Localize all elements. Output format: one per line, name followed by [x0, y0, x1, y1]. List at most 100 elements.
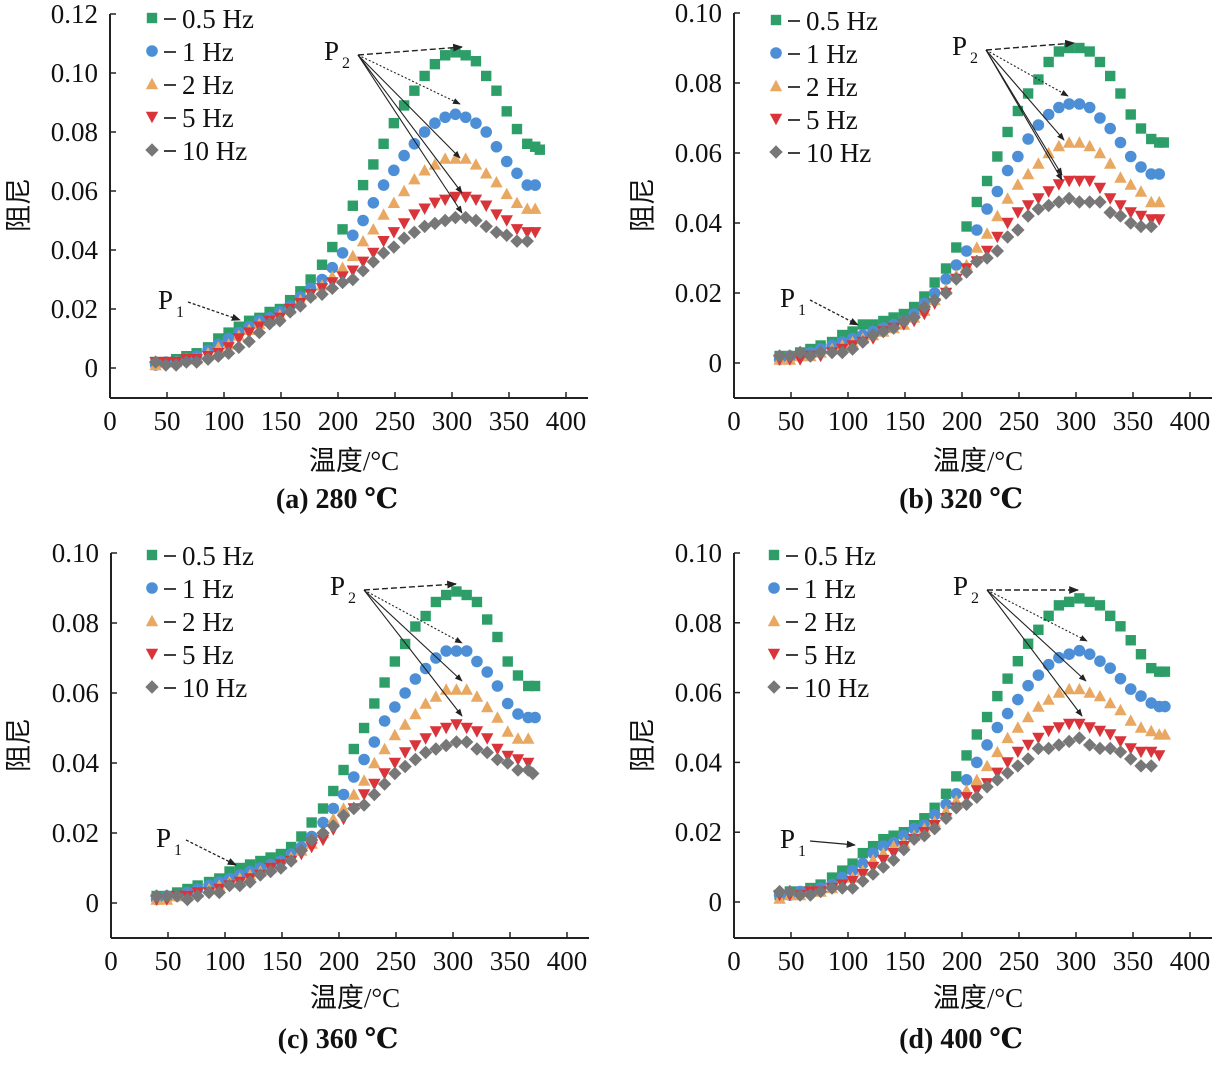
x-tick-label: 150	[885, 946, 926, 976]
data-point	[1145, 195, 1158, 208]
data-point	[1083, 648, 1096, 661]
data-point	[1083, 722, 1096, 734]
data-point	[970, 254, 984, 269]
data-point	[971, 196, 983, 208]
data-point	[939, 811, 953, 825]
data-point	[502, 656, 513, 667]
data-point	[189, 355, 204, 369]
data-point	[490, 209, 503, 221]
x-tick-label: 150	[261, 406, 302, 436]
data-point	[1104, 157, 1117, 169]
data-point	[1134, 721, 1148, 733]
annotation-p2-arrow	[986, 589, 1083, 717]
data-point	[283, 305, 297, 319]
data-point	[315, 287, 329, 301]
data-point	[429, 726, 443, 738]
panel-b: 0 0.02 0.04 0.06 0.08 0.10 0 50 100 150 200 250 300 3…	[628, 0, 1212, 515]
data-point	[367, 787, 382, 802]
data-point	[1063, 596, 1075, 608]
legend-marker	[770, 14, 782, 26]
y-tick-label: 0.10	[675, 0, 722, 28]
data-point	[417, 219, 432, 234]
legend-label: 0.5 Hz	[182, 541, 254, 571]
annotation-p1-arrow	[809, 299, 859, 326]
legend-label: 5 Hz	[182, 103, 234, 133]
data-point	[1053, 651, 1065, 664]
legend-label: 1 Hz	[182, 37, 234, 67]
data-point	[275, 848, 287, 860]
data-point	[1124, 150, 1137, 163]
data-point	[490, 140, 503, 153]
data-point	[898, 829, 910, 842]
series-2Hz	[149, 152, 542, 371]
legend-label: 0.5 Hz	[806, 6, 878, 36]
panel-a: 0 0.02 0.04 0.06 0.08 0.10 0.12 0 50 100 150 200 250…	[4, 0, 588, 515]
data-point	[908, 822, 920, 835]
data-point	[327, 241, 338, 253]
data-point	[1062, 175, 1076, 188]
data-point	[500, 215, 513, 227]
data-point	[460, 50, 471, 61]
data-point	[1001, 731, 1014, 744]
annotation-p2-arrow	[357, 43, 463, 56]
x-tick-label: 200	[942, 406, 983, 436]
data-point	[460, 722, 473, 735]
data-point	[347, 229, 359, 242]
data-point	[959, 797, 974, 811]
x-tick-label: 350	[1113, 406, 1154, 436]
data-point	[347, 801, 361, 816]
data-point	[1124, 178, 1137, 190]
data-point	[449, 735, 464, 749]
data-point	[1053, 101, 1065, 114]
y-tick-label: 0	[85, 353, 99, 383]
data-point	[521, 179, 534, 191]
data-point	[397, 231, 411, 245]
panel-caption: (a) 280 ℃	[276, 484, 398, 515]
data-point	[1042, 725, 1055, 738]
data-point	[470, 742, 484, 756]
series-10Hz	[772, 191, 1158, 363]
data-point	[1062, 191, 1076, 206]
panel-caption: (d) 400 ℃	[899, 1024, 1023, 1055]
annotation-p1-arrow	[185, 839, 237, 866]
y-tick-label: 0.08	[51, 117, 98, 147]
series-10Hz	[772, 731, 1158, 902]
data-point	[439, 738, 453, 753]
data-point	[1000, 766, 1015, 780]
y-tick-label: 0.04	[675, 747, 723, 777]
data-point	[940, 263, 952, 274]
data-point	[521, 227, 534, 239]
data-point	[357, 798, 371, 812]
data-point	[317, 803, 329, 814]
data-point	[451, 586, 462, 597]
y-tick-label: 0.10	[52, 538, 99, 568]
data-point	[346, 249, 360, 262]
data-point	[1104, 122, 1116, 135]
data-point	[273, 314, 287, 328]
data-point	[317, 816, 329, 829]
data-point	[409, 85, 420, 96]
data-point	[439, 722, 453, 735]
data-point	[510, 234, 524, 248]
x-tick-label: 350	[489, 406, 530, 436]
data-point	[970, 773, 984, 786]
data-point	[325, 281, 339, 296]
data-point	[501, 106, 512, 117]
legend-marker	[767, 614, 781, 627]
data-point	[439, 683, 453, 695]
data-point	[253, 868, 268, 882]
data-point	[1011, 721, 1025, 733]
data-point	[1063, 42, 1075, 54]
y-tick-label: 0.02	[675, 278, 722, 308]
data-point	[1114, 703, 1127, 716]
data-point	[1104, 696, 1117, 709]
data-point	[481, 666, 494, 678]
data-point	[1135, 161, 1147, 173]
data-point	[1158, 137, 1169, 148]
data-point	[265, 852, 276, 863]
data-point	[1145, 746, 1158, 759]
data-point	[1094, 655, 1106, 667]
legend-marker	[145, 77, 159, 90]
